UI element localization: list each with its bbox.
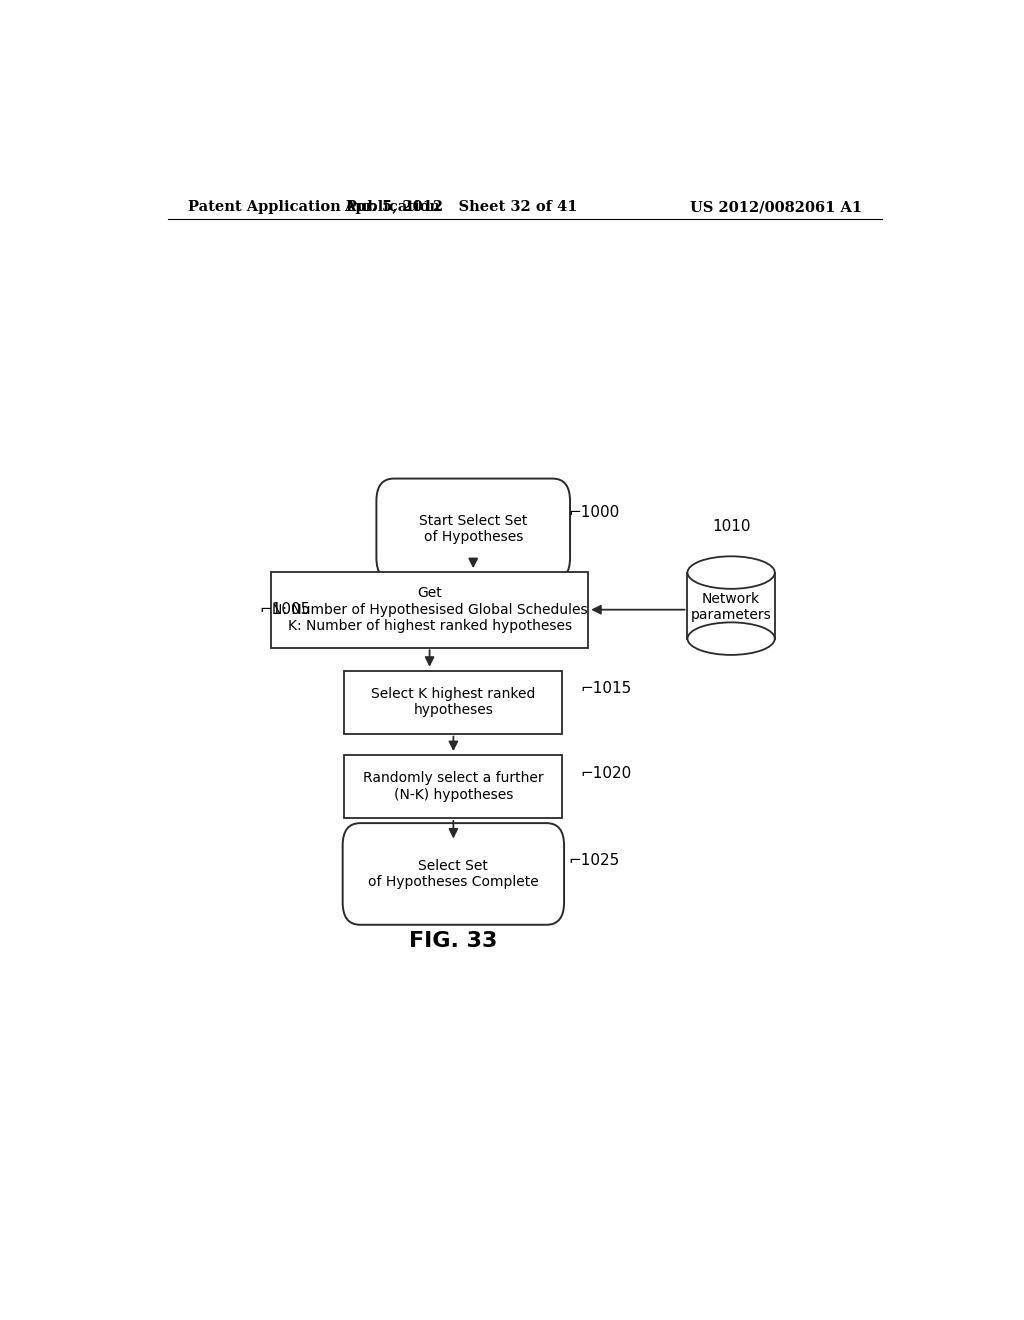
Text: Get
N: Number of Hypothesised Global Schedules
K: Number of highest ranked hypot: Get N: Number of Hypothesised Global Sch… [271,586,588,632]
Text: US 2012/0082061 A1: US 2012/0082061 A1 [690,201,862,214]
Text: ⌐1025: ⌐1025 [568,853,620,869]
Text: Select K highest ranked
hypotheses: Select K highest ranked hypotheses [371,688,536,717]
Text: ⌐1015: ⌐1015 [581,681,632,697]
Text: Patent Application Publication: Patent Application Publication [187,201,439,214]
Text: Network
parameters: Network parameters [691,593,771,622]
Text: FIG. 33: FIG. 33 [410,931,498,950]
Text: Randomly select a further
(N-K) hypotheses: Randomly select a further (N-K) hypothes… [364,771,544,801]
Text: Select Set
of Hypotheses Complete: Select Set of Hypotheses Complete [368,859,539,890]
FancyBboxPatch shape [377,479,570,581]
Text: Apr. 5, 2012   Sheet 32 of 41: Apr. 5, 2012 Sheet 32 of 41 [344,201,579,214]
FancyBboxPatch shape [343,824,564,925]
Bar [687,573,775,639]
FancyBboxPatch shape [270,572,588,648]
FancyBboxPatch shape [344,671,562,734]
Ellipse shape [687,623,775,655]
Text: ⌐1000: ⌐1000 [568,504,620,520]
Text: ⌐1005: ⌐1005 [259,602,310,618]
Text: ⌐1020: ⌐1020 [581,766,632,781]
Text: 1010: 1010 [712,519,751,533]
FancyBboxPatch shape [344,755,562,818]
Ellipse shape [687,556,775,589]
Text: Start Select Set
of Hypotheses: Start Select Set of Hypotheses [419,515,527,544]
